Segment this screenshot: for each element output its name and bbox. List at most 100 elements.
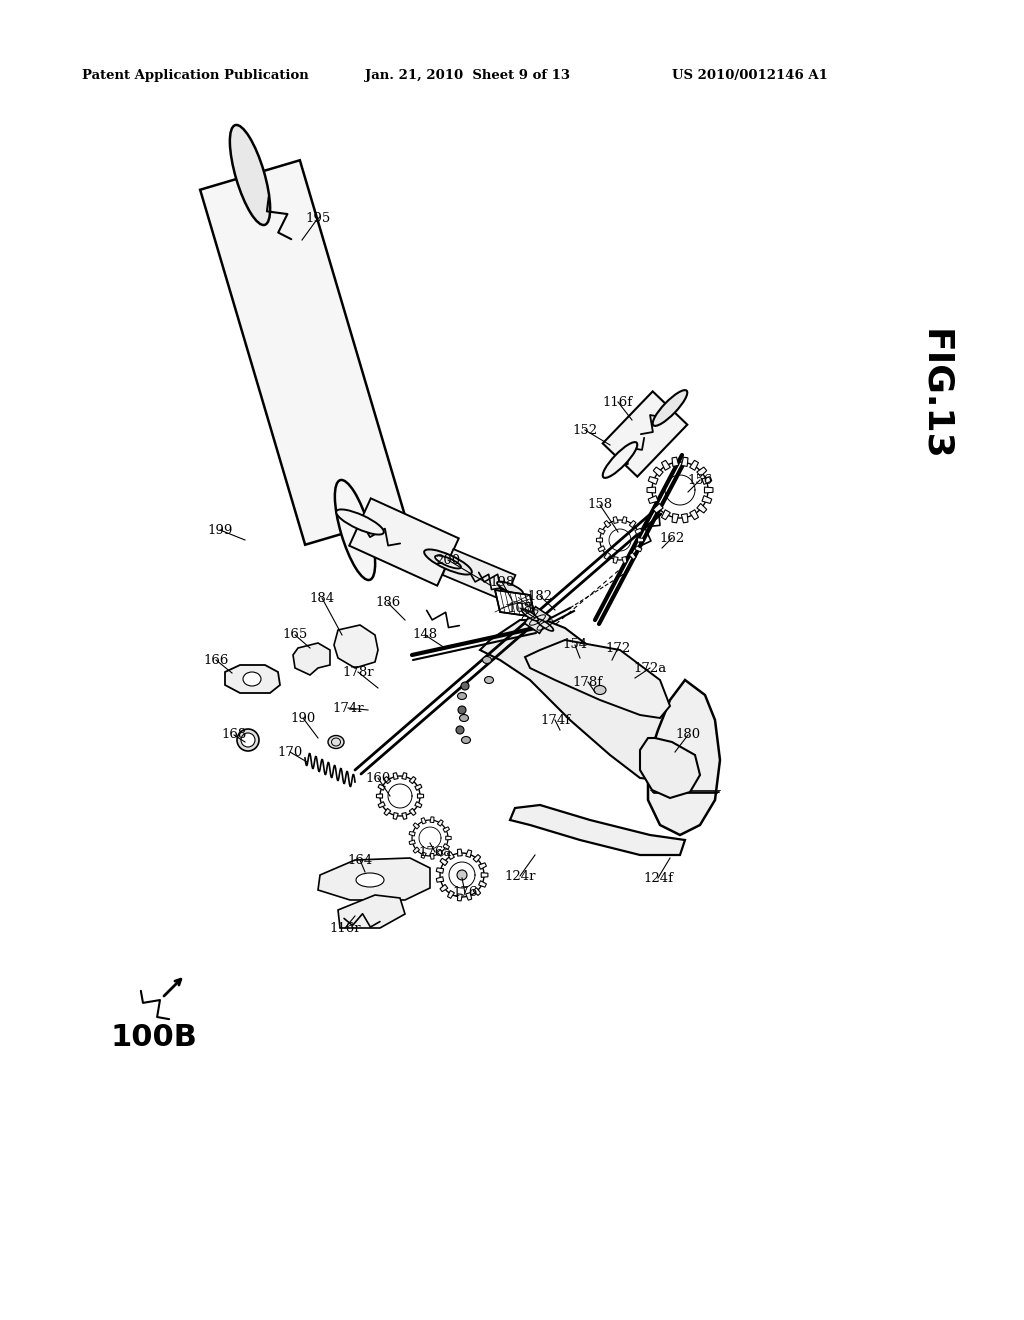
Polygon shape — [445, 836, 452, 840]
Ellipse shape — [484, 676, 494, 684]
Polygon shape — [598, 545, 605, 552]
Text: 100B: 100B — [110, 1023, 197, 1052]
Polygon shape — [697, 467, 707, 477]
Polygon shape — [430, 854, 434, 859]
Text: 158: 158 — [588, 499, 612, 511]
Polygon shape — [613, 557, 618, 564]
Text: US 2010/0012146 A1: US 2010/0012146 A1 — [672, 69, 827, 82]
Text: 182: 182 — [527, 590, 553, 602]
Polygon shape — [478, 880, 486, 887]
Text: Patent Application Publication: Patent Application Publication — [82, 69, 309, 82]
Polygon shape — [458, 894, 462, 902]
Text: 190: 190 — [291, 711, 315, 725]
Text: 178f: 178f — [573, 676, 603, 689]
Polygon shape — [598, 528, 605, 535]
Polygon shape — [525, 640, 670, 718]
Ellipse shape — [652, 391, 687, 426]
Polygon shape — [409, 840, 415, 845]
Ellipse shape — [335, 480, 375, 579]
Polygon shape — [690, 510, 698, 520]
Text: 154: 154 — [562, 639, 588, 652]
Polygon shape — [603, 391, 687, 477]
Text: 164: 164 — [347, 854, 373, 866]
Polygon shape — [393, 772, 398, 779]
Polygon shape — [436, 876, 443, 882]
Ellipse shape — [424, 549, 472, 574]
Ellipse shape — [456, 726, 464, 734]
Polygon shape — [418, 793, 424, 799]
Polygon shape — [524, 607, 551, 634]
Polygon shape — [384, 776, 391, 784]
Polygon shape — [413, 847, 420, 853]
Text: 176a: 176a — [419, 846, 452, 858]
Text: 170: 170 — [278, 746, 303, 759]
Polygon shape — [604, 520, 610, 528]
Polygon shape — [384, 808, 391, 816]
Ellipse shape — [458, 693, 467, 700]
Polygon shape — [473, 888, 480, 895]
Polygon shape — [443, 843, 450, 849]
Polygon shape — [481, 873, 487, 878]
Polygon shape — [466, 850, 472, 858]
Polygon shape — [466, 892, 472, 900]
Text: 148: 148 — [413, 628, 437, 642]
Ellipse shape — [435, 556, 461, 569]
Polygon shape — [442, 549, 515, 601]
Ellipse shape — [603, 442, 637, 478]
Ellipse shape — [521, 609, 539, 620]
Polygon shape — [640, 738, 700, 799]
Polygon shape — [622, 516, 627, 524]
Ellipse shape — [462, 737, 470, 743]
Polygon shape — [349, 499, 459, 586]
Polygon shape — [648, 680, 720, 836]
Polygon shape — [440, 884, 447, 892]
Text: 200: 200 — [435, 553, 461, 566]
Ellipse shape — [237, 729, 259, 751]
Polygon shape — [447, 851, 455, 859]
Text: 116r: 116r — [329, 921, 360, 935]
Text: 180: 180 — [676, 729, 700, 742]
Ellipse shape — [594, 685, 606, 694]
Polygon shape — [662, 510, 671, 520]
Polygon shape — [415, 801, 422, 808]
Polygon shape — [681, 513, 688, 523]
Ellipse shape — [458, 706, 466, 714]
Text: 166: 166 — [204, 653, 228, 667]
Polygon shape — [672, 457, 679, 466]
Polygon shape — [338, 895, 406, 928]
Polygon shape — [705, 487, 713, 492]
Polygon shape — [635, 545, 642, 552]
Polygon shape — [653, 503, 664, 513]
Polygon shape — [378, 784, 385, 791]
Ellipse shape — [537, 619, 553, 631]
Polygon shape — [690, 461, 698, 470]
Polygon shape — [377, 793, 383, 799]
Polygon shape — [672, 513, 679, 523]
Text: 184: 184 — [309, 591, 335, 605]
Polygon shape — [478, 863, 486, 870]
Polygon shape — [596, 537, 602, 543]
Polygon shape — [648, 495, 658, 503]
Text: 162: 162 — [659, 532, 685, 544]
Polygon shape — [225, 665, 280, 693]
Polygon shape — [293, 643, 330, 675]
Polygon shape — [613, 516, 618, 524]
Polygon shape — [648, 477, 658, 484]
Text: 178r: 178r — [342, 665, 374, 678]
Text: 186: 186 — [376, 597, 400, 610]
Polygon shape — [415, 784, 422, 791]
Polygon shape — [401, 772, 407, 779]
Text: 198: 198 — [489, 576, 515, 589]
Polygon shape — [437, 850, 443, 857]
Polygon shape — [447, 891, 455, 899]
Polygon shape — [436, 867, 443, 874]
Ellipse shape — [328, 735, 344, 748]
Ellipse shape — [229, 125, 270, 224]
Polygon shape — [618, 675, 642, 689]
Ellipse shape — [482, 656, 492, 664]
Polygon shape — [629, 520, 636, 528]
Text: 152: 152 — [572, 424, 598, 437]
Polygon shape — [443, 826, 450, 833]
Polygon shape — [653, 467, 664, 477]
Text: 174r: 174r — [332, 701, 364, 714]
